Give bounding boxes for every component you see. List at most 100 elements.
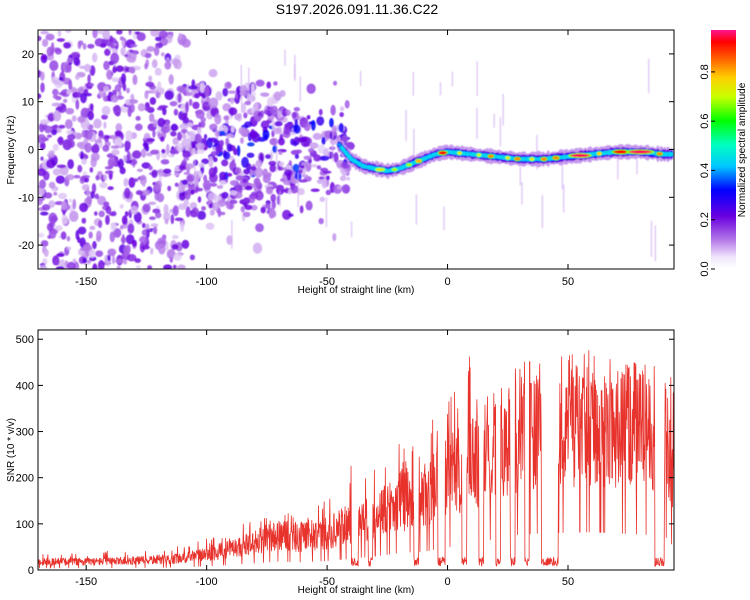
spectral-speckle <box>53 110 62 122</box>
spectral-speckle <box>40 211 49 216</box>
colorbar-tick-label: 0.2 <box>699 212 711 227</box>
spectral-speckle <box>174 217 184 222</box>
spectral-streak <box>240 64 243 100</box>
spectral-speckle <box>93 118 102 129</box>
spectral-speckle <box>149 113 155 123</box>
spectral-speckle <box>94 139 99 144</box>
spectral-streak <box>412 71 415 96</box>
spectral-speckle <box>86 187 90 198</box>
spectral-speckle <box>294 154 299 159</box>
spectral-speckle <box>181 133 187 139</box>
spectral-speckle <box>121 215 128 225</box>
spectral-speckle <box>195 109 205 119</box>
spectral-speckle <box>145 81 155 87</box>
spectral-speckle <box>66 129 74 135</box>
spectral-speckle <box>196 142 205 150</box>
spectral-speckle <box>208 167 216 178</box>
spectral-speckle <box>130 44 138 48</box>
spectral-speckle <box>260 206 266 214</box>
spectral-speckle <box>171 244 179 250</box>
spectral-streak <box>561 159 564 190</box>
spectral-speckle <box>266 81 272 89</box>
spectral-speckle <box>172 137 179 146</box>
spectral-speckle <box>67 133 76 141</box>
spectral-speckle <box>51 102 62 107</box>
figure-title: S197.2026.091.11.36.C22 <box>276 1 439 17</box>
y-tick-label: 300 <box>16 427 34 439</box>
spectral-speckle <box>109 134 117 140</box>
spectral-speckle <box>124 187 131 199</box>
spectral-speckle <box>270 105 279 117</box>
spectral-speckle <box>270 193 277 203</box>
spectral-speckle <box>172 264 177 269</box>
spectral-speckle <box>68 198 73 204</box>
spectral-speckle <box>165 143 170 155</box>
spectral-speckle <box>243 211 251 218</box>
spectral-speckle <box>123 245 130 257</box>
spectral-speckle <box>200 120 206 128</box>
spectral-speckle <box>46 222 54 232</box>
spectral-speckle <box>176 264 186 269</box>
spectral-speckle <box>96 230 102 241</box>
spectral-speckle <box>341 184 351 194</box>
spectral-speckle <box>332 131 337 136</box>
spectral-speckle <box>110 94 119 103</box>
spectral-speckle <box>83 138 89 144</box>
spectral-speckle <box>95 174 100 181</box>
trace-hotspot <box>613 150 629 154</box>
x-tick-label: -100 <box>196 276 218 288</box>
spectral-streak <box>541 195 544 229</box>
spectral-speckle <box>103 174 108 181</box>
spectral-speckle <box>42 38 49 48</box>
spectral-speckle <box>310 188 320 193</box>
spectral-speckle <box>319 155 330 161</box>
spectral-speckle <box>77 41 82 50</box>
trace-hotspot <box>488 154 494 158</box>
spectral-speckle <box>167 153 175 158</box>
spectral-speckle <box>111 211 117 217</box>
spectral-speckle <box>75 99 80 110</box>
spectral-speckle <box>150 247 154 255</box>
spectral-speckle <box>238 185 243 195</box>
spectral-speckle <box>135 265 141 269</box>
spectral-speckle <box>91 183 97 194</box>
spectral-speckle <box>124 147 130 153</box>
spectral-speckle <box>178 190 187 201</box>
spectral-speckle <box>277 110 283 119</box>
spectral-streak <box>332 127 334 162</box>
spectral-speckle <box>135 115 141 121</box>
spectral-speckle <box>244 204 253 210</box>
spectral-speckle <box>164 61 172 70</box>
spectral-speckle <box>279 89 286 98</box>
spectral-speckle <box>226 133 235 139</box>
colorbar-label: Normalized spectral amplitude <box>737 82 748 217</box>
spectral-speckle <box>124 211 129 217</box>
y-tick-label: 500 <box>16 334 34 346</box>
spectral-speckle <box>65 174 75 181</box>
spectral-speckle <box>128 30 132 36</box>
spectral-speckle <box>149 89 158 94</box>
spectral-speckle <box>157 237 167 247</box>
spectral-speckle <box>319 196 325 203</box>
spectral-speckle <box>215 91 223 101</box>
x-tick-label: -50 <box>319 276 335 288</box>
spectral-speckle <box>82 43 87 50</box>
spectral-speckle <box>134 123 143 131</box>
spectral-speckle <box>58 258 66 268</box>
spectral-streak <box>405 109 407 142</box>
spectral-speckle <box>221 159 229 167</box>
spectral-speckle <box>321 136 326 145</box>
spectral-speckle <box>182 179 188 185</box>
spectral-speckle <box>117 158 124 170</box>
spectral-speckle <box>244 100 252 106</box>
spectral-speckle <box>198 122 202 129</box>
spectral-speckle <box>144 63 148 70</box>
spectral-speckle <box>179 123 189 130</box>
spectral-speckle <box>125 130 133 142</box>
spectral-speckle <box>241 102 247 114</box>
spectral-speckle <box>260 110 264 118</box>
spectral-speckle <box>105 205 112 214</box>
spectral-speckle <box>265 187 274 195</box>
spectral-speckle <box>344 100 350 109</box>
